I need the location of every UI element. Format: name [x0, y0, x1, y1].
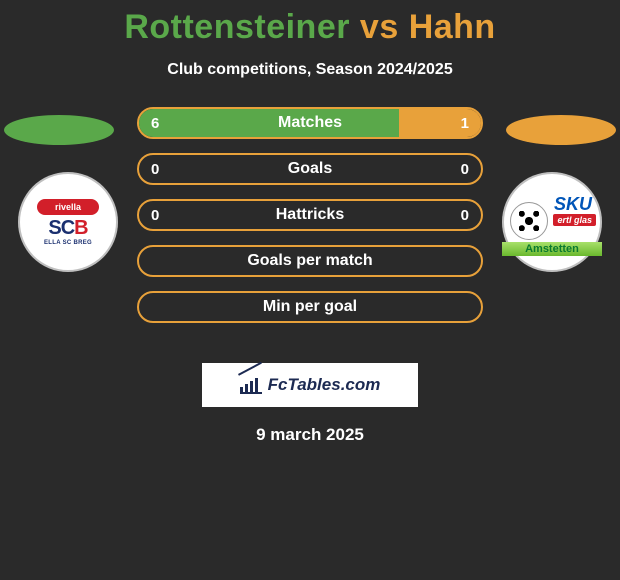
club-badge-left: rivella SCB ELLA SC BREG: [18, 172, 118, 272]
badge-left-clubtext: SCB: [48, 217, 87, 240]
badge-right-sku: SKU: [554, 194, 592, 215]
avatar-placeholder-left: [4, 115, 114, 145]
club-badge-right: SKU ertl glas Amstetten: [502, 172, 602, 272]
stat-label: Min per goal: [139, 293, 481, 321]
stat-label: Hattricks: [139, 201, 481, 229]
comparison-arena: rivella SCB ELLA SC BREG SKU ertl glas A…: [0, 107, 620, 357]
badge-right-tag: ertl glas: [553, 214, 596, 226]
title-player1: Rottensteiner: [124, 8, 350, 46]
title-vs: vs: [360, 8, 399, 46]
stat-label: Matches: [139, 109, 481, 137]
stat-row: 00Hattricks: [137, 199, 483, 231]
soccer-ball-icon: [510, 202, 548, 240]
avatar-placeholder-right: [506, 115, 616, 145]
stat-label: Goals: [139, 155, 481, 183]
date-text: 9 march 2025: [0, 425, 620, 445]
stat-label: Goals per match: [139, 247, 481, 275]
stat-row: 61Matches: [137, 107, 483, 139]
title-player2: Hahn: [409, 8, 496, 46]
badge-left-subtext: ELLA SC BREG: [44, 240, 92, 246]
stat-row: Goals per match: [137, 245, 483, 277]
badge-left-ribbon: rivella: [37, 199, 99, 215]
stat-row: 00Goals: [137, 153, 483, 185]
attribution-box: FcTables.com: [202, 363, 418, 407]
chart-icon: [240, 376, 262, 394]
subtitle: Club competitions, Season 2024/2025: [0, 61, 620, 79]
stat-row: Min per goal: [137, 291, 483, 323]
attribution-text: FcTables.com: [268, 375, 381, 395]
stat-bars: 61Matches 00Goals 00Hattricks Goals per mat…: [137, 107, 483, 337]
page-title: Rottensteiner vs Hahn: [0, 0, 620, 47]
badge-right-city: Amstetten: [502, 242, 602, 256]
